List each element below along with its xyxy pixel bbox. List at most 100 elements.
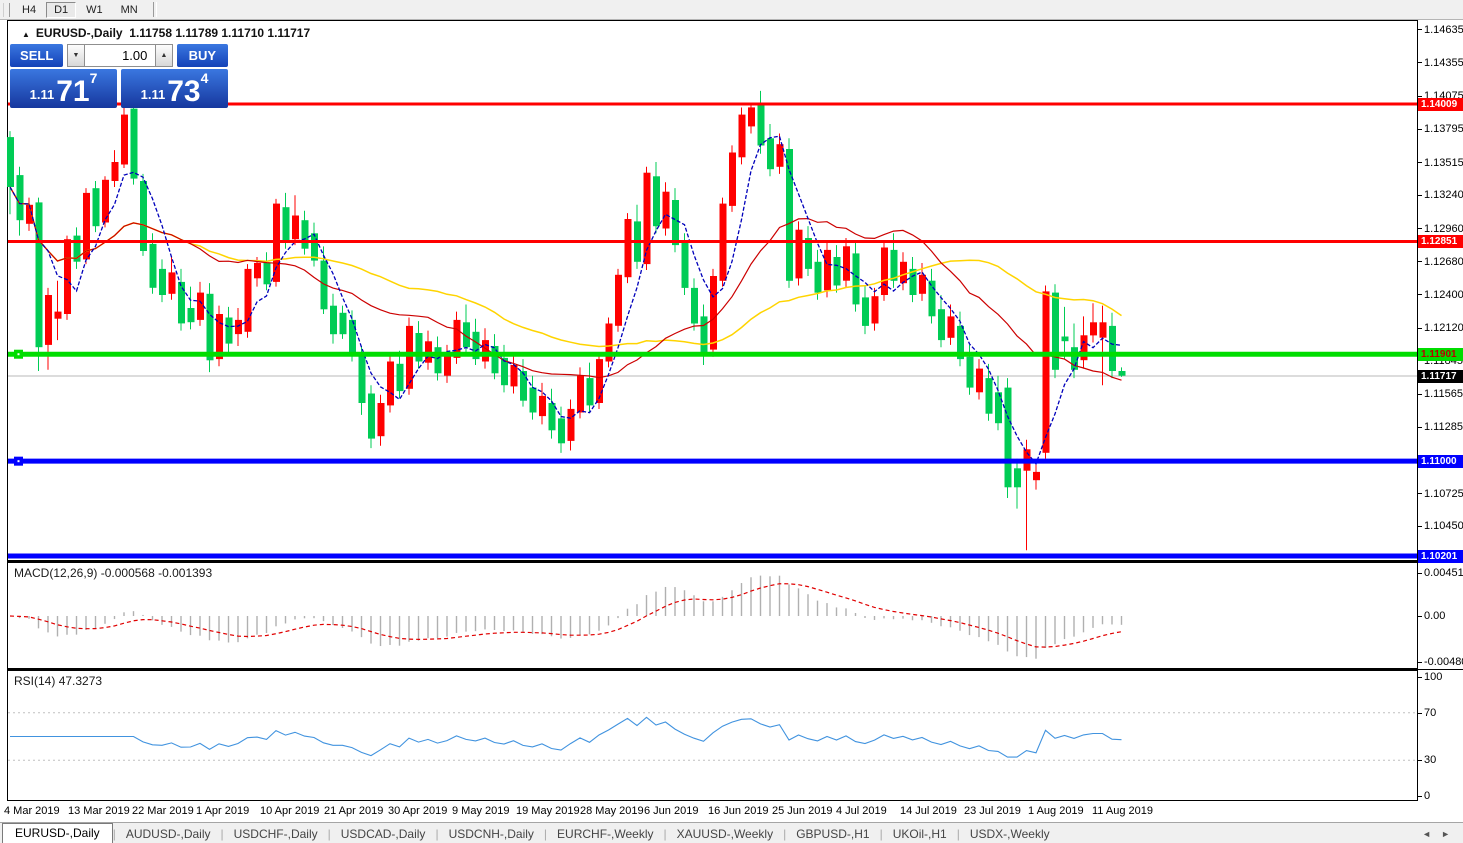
tab-scroll-right-icon[interactable]: ► (1441, 829, 1450, 839)
tab-ukoil-h1[interactable]: UKOil-,H1 (892, 827, 947, 841)
rsi-pane[interactable] (7, 670, 1418, 801)
candle-body (225, 317, 233, 344)
timeframe-button-w1[interactable]: W1 (86, 3, 103, 16)
macd-axis-label: -0.004806 (1424, 656, 1463, 668)
sell-button[interactable]: SELL (10, 44, 64, 67)
tab-usdchf-daily[interactable]: USDCHF-,Daily (233, 827, 318, 841)
candle-body (206, 293, 214, 361)
bid-price-badge: 1.11717 (1418, 370, 1463, 383)
candle-body (700, 316, 708, 352)
candle-body (406, 325, 413, 389)
candle-body (520, 371, 527, 401)
candle-body (92, 188, 100, 227)
candle-body (586, 378, 594, 406)
date-label: 23 Jul 2019 (964, 805, 1021, 817)
candle-body (235, 319, 242, 335)
sell-price-display[interactable]: 1.11 71 7 (10, 69, 117, 108)
level-price-badge: 1.12851 (1418, 235, 1463, 248)
candle-body (396, 363, 404, 392)
tab-eurusd-daily[interactable]: EURUSD-,Daily (2, 823, 113, 843)
chart-window: ▲ EURUSD-,Daily 1.11758 1.11789 1.11710 1… (0, 20, 1463, 820)
candle-body (1052, 292, 1059, 370)
tab-scroll-left-icon[interactable]: ◄ (1422, 829, 1432, 839)
candle-body (795, 229, 803, 279)
candle-body (1118, 371, 1126, 376)
candle-body (890, 249, 898, 281)
candle-body (1042, 291, 1050, 453)
ohlc-values: 1.11758 1.11789 1.11710 1.11717 (129, 26, 311, 40)
level-price-badge: 1.10201 (1418, 550, 1463, 563)
y-axis-tick (1417, 96, 1422, 97)
candle-body (529, 387, 537, 413)
y-axis-tick (1417, 129, 1422, 130)
candle-body (596, 359, 603, 403)
candle-body (824, 249, 831, 291)
volume-input[interactable]: 1.00 (84, 44, 156, 67)
candle-body (26, 204, 33, 224)
tab-gbpusd-h1[interactable]: GBPUSD-,H1 (796, 827, 870, 841)
candle-body (7, 137, 14, 187)
y-axis-tick (1417, 493, 1422, 494)
candle-body (539, 395, 546, 417)
tab-separator: | (956, 827, 960, 841)
level-price-badge: 1.11000 (1418, 455, 1463, 468)
candle-body (1033, 471, 1040, 481)
candle-body (140, 181, 147, 251)
timeframe-button-d1[interactable]: D1 (46, 1, 77, 18)
price-chart[interactable] (0, 20, 1463, 820)
candle-body (748, 107, 755, 127)
tab-audusd-daily[interactable]: AUDUSD-,Daily (125, 827, 211, 841)
candle-body (73, 235, 81, 262)
y-axis-tick (1417, 394, 1422, 395)
timeframe-button-mn[interactable]: MN (120, 3, 138, 16)
date-label: 4 Mar 2019 (4, 805, 60, 817)
candle-body (1071, 347, 1078, 370)
buy-price-display[interactable]: 1.11 73 4 (121, 69, 228, 108)
candle-body (111, 162, 119, 181)
volume-decrease-icon[interactable]: ▼ (67, 44, 85, 67)
rsi-line (10, 716, 1122, 758)
candle-body (805, 238, 812, 269)
tab-usdcnh-daily[interactable]: USDCNH-,Daily (448, 827, 534, 841)
y-axis-tick (1417, 62, 1422, 63)
y-axis-tick (1417, 162, 1422, 163)
candle-body (976, 368, 983, 393)
candle-body (491, 346, 499, 374)
sell-price-base: 1.11 (29, 87, 55, 102)
candle-body (159, 268, 166, 295)
date-label: 10 Apr 2019 (260, 805, 320, 817)
candle-body (263, 262, 271, 285)
buy-button[interactable]: BUY (176, 44, 229, 67)
y-axis-label: 1.10725 (1424, 488, 1463, 500)
tab-usdx-weekly[interactable]: USDX-,Weekly (969, 827, 1050, 841)
y-axis-tick (1417, 328, 1422, 329)
y-axis-label: 1.12120 (1424, 322, 1463, 334)
tab-usdcad-daily[interactable]: USDCAD-,Daily (340, 827, 426, 841)
candle-body (624, 219, 632, 278)
tab-eurchf-weekly[interactable]: EURCHF-,Weekly (557, 827, 654, 841)
candle-body (197, 292, 204, 320)
candle-body (453, 319, 461, 358)
date-label: 14 Jul 2019 (900, 805, 957, 817)
timeframe-button-h4[interactable]: H4 (22, 3, 37, 16)
rsi-axis-label: 70 (1424, 707, 1437, 719)
candle-body (577, 375, 584, 413)
y-axis-tick (1417, 29, 1422, 30)
candle-body (928, 280, 936, 317)
candle-body (1080, 335, 1088, 361)
candle-body (1099, 322, 1107, 338)
tab-xauusd-weekly[interactable]: XAUUSD-,Weekly (676, 827, 774, 841)
date-label: 11 Aug 2019 (1092, 805, 1153, 817)
candle-body (130, 108, 138, 179)
volume-increase-icon[interactable]: ▲ (155, 44, 173, 67)
collapse-panel-arrow[interactable]: ▲ (22, 30, 30, 39)
candle-body (672, 200, 679, 246)
candle-body (463, 322, 470, 348)
toolbar-grip[interactable] (3, 2, 10, 17)
candle-body (909, 268, 917, 295)
candle-body (178, 281, 185, 324)
tab-separator: | (663, 827, 667, 841)
candle-body (311, 233, 318, 261)
candle-body (757, 105, 765, 146)
macd-axis-label: 0.004517 (1424, 567, 1463, 579)
